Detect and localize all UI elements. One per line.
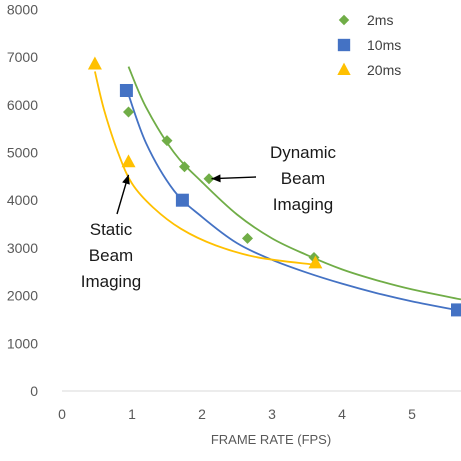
point-10ms [119, 83, 133, 97]
trend-line-20ms [94, 71, 315, 266]
annotation-text: Static [90, 220, 133, 239]
x-tick-label: 5 [408, 406, 416, 422]
annotation-text: Beam [281, 169, 325, 188]
point-20ms [87, 56, 102, 70]
data-markers [87, 56, 461, 317]
annotation-arrow-head [211, 174, 221, 183]
y-tick-label: 8000 [7, 1, 38, 17]
legend-label-10ms: 10ms [367, 37, 401, 53]
legend-label-20ms: 20ms [367, 62, 401, 78]
legend-marker-20ms [337, 62, 351, 75]
y-tick-label: 7000 [7, 49, 38, 65]
point-20ms [121, 154, 136, 168]
annotation-text: Dynamic [270, 143, 337, 162]
annotation-text: Beam [89, 246, 133, 265]
x-tick-label: 2 [198, 406, 206, 422]
annotation-text: Imaging [273, 195, 333, 214]
point-2ms [203, 173, 215, 185]
trend-lines [94, 66, 461, 312]
legend-label-2ms: 2ms [367, 12, 393, 28]
point-2ms [242, 232, 253, 244]
y-tick-label: 0 [30, 383, 38, 399]
point-10ms [175, 193, 189, 207]
annotation-arrow-head [122, 174, 130, 185]
point-2ms [179, 161, 190, 173]
y-tick-label: 1000 [7, 335, 38, 351]
legend: 2ms 10ms 20ms [337, 12, 401, 78]
y-tick-label: 6000 [7, 97, 38, 113]
x-tick-labels: 0 1 2 3 4 5 [58, 406, 416, 422]
legend-marker-2ms [338, 14, 350, 26]
point-2ms [161, 135, 173, 147]
x-axis-title: FRAME RATE (FPS) [211, 432, 331, 447]
annotation-text: Imaging [81, 272, 141, 291]
y-tick-labels: 0 1000 2000 3000 4000 5000 6000 7000 8000 [7, 1, 38, 399]
x-tick-label: 0 [58, 406, 66, 422]
x-tick-label: 1 [128, 406, 136, 422]
point-2ms [123, 106, 134, 118]
y-tick-label: 2000 [7, 288, 38, 304]
y-tick-label: 3000 [7, 240, 38, 256]
y-tick-label: 4000 [7, 192, 38, 208]
legend-marker-10ms [337, 38, 351, 52]
x-tick-label: 4 [338, 406, 346, 422]
point-20ms [308, 255, 323, 269]
x-tick-label: 3 [268, 406, 276, 422]
point-10ms [451, 303, 461, 317]
y-tick-label: 5000 [7, 145, 38, 161]
annotations: Dynamic Beam Imaging Static Beam Imaging [81, 143, 337, 291]
